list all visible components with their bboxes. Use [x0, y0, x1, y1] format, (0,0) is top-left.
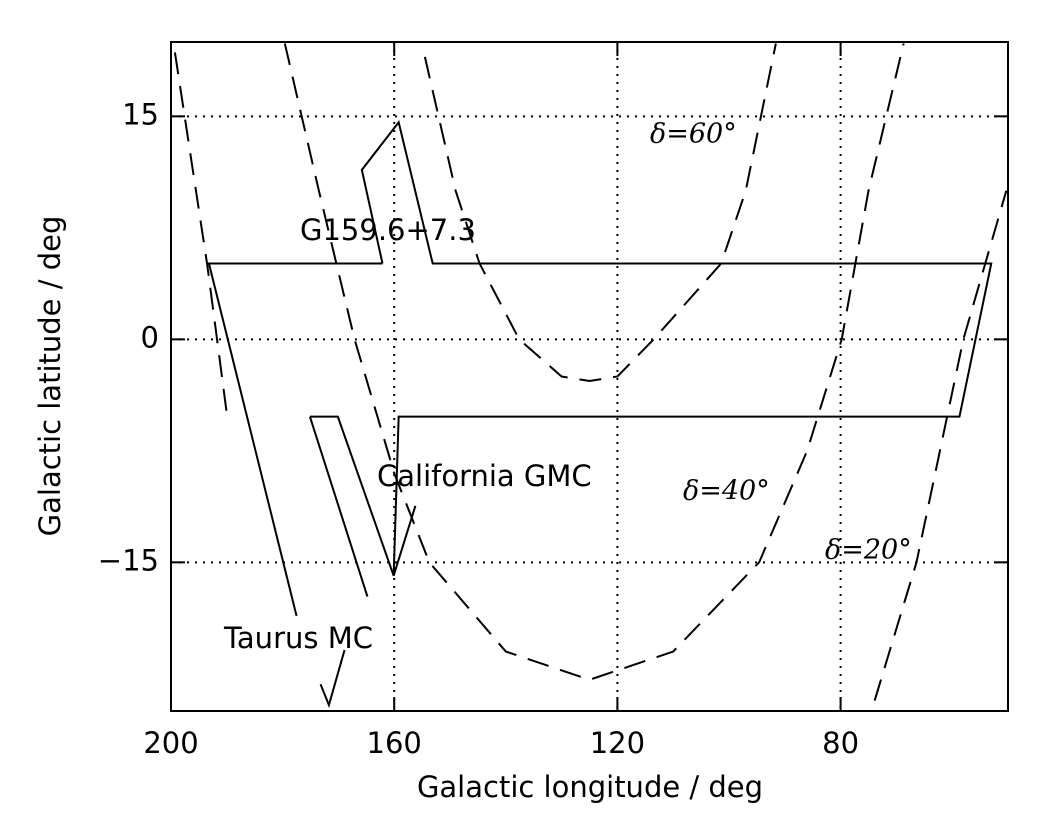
x-axis-label: Galactic longitude / deg — [417, 770, 763, 804]
y-tick-label: 15 — [122, 97, 159, 131]
x-tick-label: 200 — [143, 726, 198, 760]
y-tick-label: −15 — [98, 543, 159, 577]
dashed-line — [283, 43, 905, 681]
x-tick-label: 80 — [822, 726, 859, 760]
dashed-line — [423, 43, 777, 382]
y-tick-label: 0 — [141, 320, 159, 354]
annotation: δ=20° — [825, 535, 912, 566]
dashed-line — [173, 52, 1008, 701]
axes-frame — [170, 41, 1009, 712]
annotation: California GMC — [377, 459, 592, 493]
annotation: δ=60° — [650, 119, 737, 150]
annotation: Taurus MC — [223, 621, 373, 655]
annotation: G159.6+7.3 — [300, 213, 476, 247]
plot-area — [171, 42, 1008, 711]
annotation: δ=40° — [683, 476, 770, 507]
y-axis-label: Galactic latitude / deg — [33, 216, 67, 537]
x-tick-label: 160 — [367, 726, 422, 760]
x-tick-label: 120 — [590, 726, 645, 760]
solid-line — [207, 120, 993, 709]
